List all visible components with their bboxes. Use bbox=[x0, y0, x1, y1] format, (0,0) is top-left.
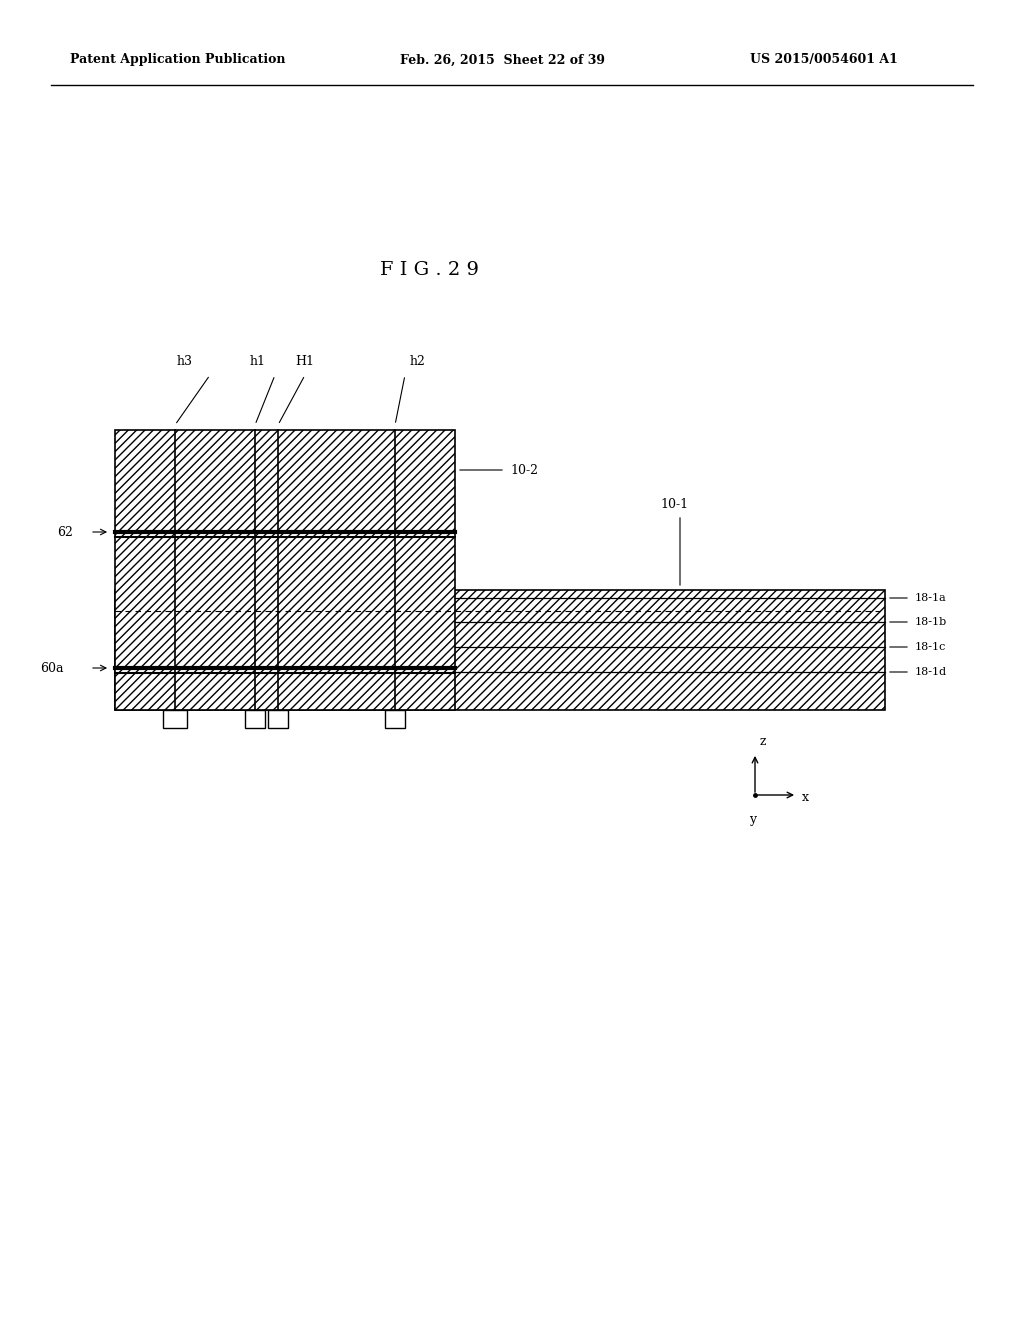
Bar bbox=[245, 710, 265, 729]
Text: Patent Application Publication: Patent Application Publication bbox=[70, 54, 286, 66]
Text: z: z bbox=[760, 735, 767, 748]
Bar bbox=[268, 710, 288, 729]
Text: 10-1: 10-1 bbox=[660, 499, 688, 511]
Text: 62: 62 bbox=[57, 525, 73, 539]
Bar bbox=[115, 590, 885, 710]
Bar bbox=[115, 430, 455, 710]
Text: 10-2: 10-2 bbox=[510, 463, 538, 477]
Text: 18-1d: 18-1d bbox=[915, 667, 947, 677]
Bar bbox=[385, 710, 406, 729]
Text: Feb. 26, 2015  Sheet 22 of 39: Feb. 26, 2015 Sheet 22 of 39 bbox=[400, 54, 605, 66]
Text: 18-1a: 18-1a bbox=[915, 593, 947, 603]
Text: 18-1c: 18-1c bbox=[915, 642, 946, 652]
Text: H1: H1 bbox=[296, 355, 314, 368]
Text: h3: h3 bbox=[177, 355, 193, 368]
Text: y: y bbox=[749, 813, 756, 826]
Text: F I G . 2 9: F I G . 2 9 bbox=[380, 261, 479, 279]
Text: x: x bbox=[802, 791, 809, 804]
Text: h1: h1 bbox=[250, 355, 266, 368]
Text: 60a: 60a bbox=[40, 661, 63, 675]
Text: h2: h2 bbox=[410, 355, 426, 368]
Text: 18-1b: 18-1b bbox=[915, 616, 947, 627]
Text: US 2015/0054601 A1: US 2015/0054601 A1 bbox=[750, 54, 898, 66]
Bar bbox=[163, 710, 187, 729]
